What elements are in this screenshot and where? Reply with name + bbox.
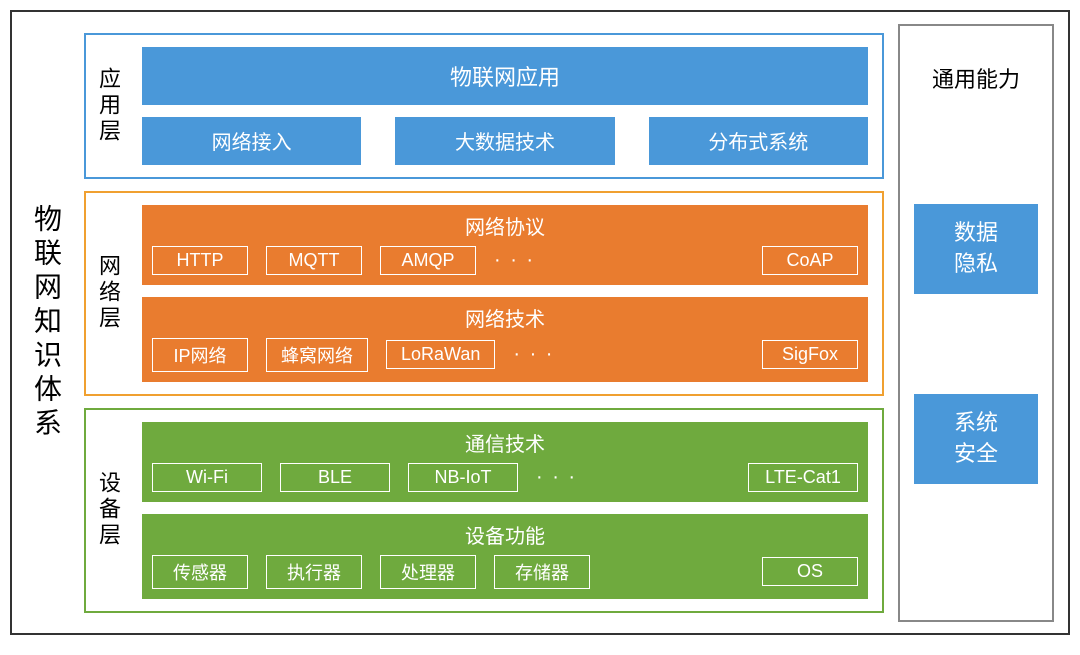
device-layer: 设备层 通信技术 Wi-Fi BLE NB-IoT · · · LTE-Cat1… bbox=[84, 408, 884, 613]
chip-ble: BLE bbox=[280, 463, 390, 492]
chips-row-func: 传感器 执行器 处理器 存储器 OS bbox=[152, 555, 858, 589]
app-box-bigdata: 大数据技术 bbox=[395, 117, 614, 165]
diagram-outer-frame: 物联网知识体系 应用层 物联网应用 网络接入 大数据技术 分布式系统 网络层 网… bbox=[10, 10, 1070, 635]
group-title-func: 设备功能 bbox=[152, 520, 858, 549]
chip-storage: 存储器 bbox=[494, 555, 590, 589]
network-layer: 网络层 网络协议 HTTP MQTT AMQP · · · CoAP 网络技术 bbox=[84, 191, 884, 396]
network-group-protocol: 网络协议 HTTP MQTT AMQP · · · CoAP bbox=[142, 205, 868, 285]
chip-http: HTTP bbox=[152, 246, 248, 275]
chips-row-comm: Wi-Fi BLE NB-IoT · · · LTE-Cat1 bbox=[152, 463, 858, 492]
device-layer-body: 通信技术 Wi-Fi BLE NB-IoT · · · LTE-Cat1 设备功… bbox=[142, 422, 868, 599]
application-row: 网络接入 大数据技术 分布式系统 bbox=[142, 117, 868, 165]
chip-os: OS bbox=[762, 557, 858, 586]
application-layer-body: 物联网应用 网络接入 大数据技术 分布式系统 bbox=[142, 47, 868, 165]
ellipsis-icon: · · · bbox=[513, 343, 554, 366]
chip-sensor: 传感器 bbox=[152, 555, 248, 589]
app-box-network-access: 网络接入 bbox=[142, 117, 361, 165]
group-title-protocol: 网络协议 bbox=[152, 211, 858, 240]
right-box-security: 系统安全 bbox=[914, 394, 1038, 484]
right-box-privacy: 数据隐私 bbox=[914, 204, 1038, 294]
application-layer: 应用层 物联网应用 网络接入 大数据技术 分布式系统 bbox=[84, 33, 884, 179]
application-layer-label: 应用层 bbox=[96, 67, 124, 145]
chip-ltecat1: LTE-Cat1 bbox=[748, 463, 858, 492]
chip-actuator: 执行器 bbox=[266, 555, 362, 589]
network-layer-body: 网络协议 HTTP MQTT AMQP · · · CoAP 网络技术 IP网络… bbox=[142, 205, 868, 382]
layers-column: 应用层 物联网应用 网络接入 大数据技术 分布式系统 网络层 网络协议 HTTP… bbox=[84, 33, 884, 613]
chip-nbiot: NB-IoT bbox=[408, 463, 518, 492]
group-title-nettech: 网络技术 bbox=[152, 303, 858, 332]
app-box-distributed: 分布式系统 bbox=[649, 117, 868, 165]
device-layer-label: 设备层 bbox=[96, 471, 124, 549]
chip-lorawan: LoRaWan bbox=[386, 340, 495, 369]
chip-coap: CoAP bbox=[762, 246, 858, 275]
chip-wifi: Wi-Fi bbox=[152, 463, 262, 492]
chip-ip: IP网络 bbox=[152, 338, 248, 372]
device-group-comm: 通信技术 Wi-Fi BLE NB-IoT · · · LTE-Cat1 bbox=[142, 422, 868, 502]
device-group-func: 设备功能 传感器 执行器 处理器 存储器 OS bbox=[142, 514, 868, 599]
application-top-bar: 物联网应用 bbox=[142, 47, 868, 105]
main-title: 物联网知识体系 bbox=[26, 204, 66, 442]
right-panel: 通用能力 数据隐私 系统安全 bbox=[898, 24, 1054, 622]
chip-cellular: 蜂窝网络 bbox=[266, 338, 368, 372]
chips-row-protocol: HTTP MQTT AMQP · · · CoAP bbox=[152, 246, 858, 275]
group-title-comm: 通信技术 bbox=[152, 428, 858, 457]
chip-amqp: AMQP bbox=[380, 246, 476, 275]
right-panel-title: 通用能力 bbox=[932, 62, 1020, 94]
network-group-tech: 网络技术 IP网络 蜂窝网络 LoRaWan · · · SigFox bbox=[142, 297, 868, 382]
network-layer-label: 网络层 bbox=[96, 254, 124, 332]
ellipsis-icon: · · · bbox=[536, 466, 577, 489]
chip-sigfox: SigFox bbox=[762, 340, 858, 369]
ellipsis-icon: · · · bbox=[494, 249, 535, 272]
chip-processor: 处理器 bbox=[380, 555, 476, 589]
chips-row-nettech: IP网络 蜂窝网络 LoRaWan · · · SigFox bbox=[152, 338, 858, 372]
chip-mqtt: MQTT bbox=[266, 246, 362, 275]
